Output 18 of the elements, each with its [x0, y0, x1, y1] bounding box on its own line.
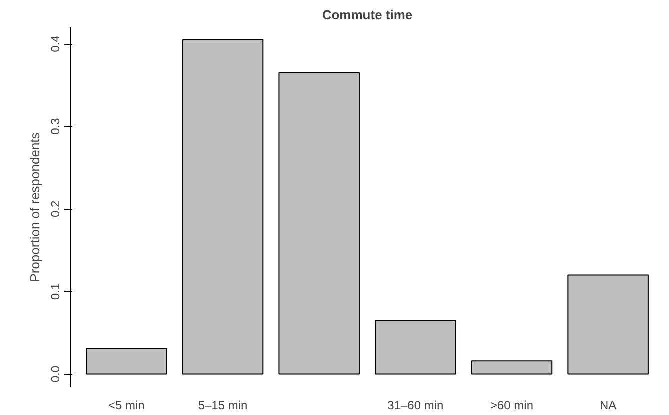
y-tick-label: 0.1 [48, 283, 62, 300]
y-tick-label: 0.4 [48, 35, 62, 52]
bar [471, 360, 553, 375]
y-tick-label: 0.2 [48, 200, 62, 218]
bar [182, 39, 264, 375]
x-tick-label: 5–15 min [198, 398, 248, 412]
y-axis-title: Proportion of respondents [28, 132, 42, 282]
bar [375, 320, 456, 375]
bar [86, 348, 168, 375]
x-tick-label: >60 min [490, 398, 534, 412]
bar [278, 72, 360, 375]
bar [568, 274, 649, 375]
y-tick-label: 0.3 [48, 118, 62, 135]
x-tick-label: NA [600, 398, 617, 412]
x-tick-label: <5 min [108, 398, 145, 412]
chart-title: Commute time [322, 8, 413, 22]
x-tick-label: 31–60 min [388, 398, 444, 412]
y-tick-label: 0.0 [48, 366, 62, 383]
